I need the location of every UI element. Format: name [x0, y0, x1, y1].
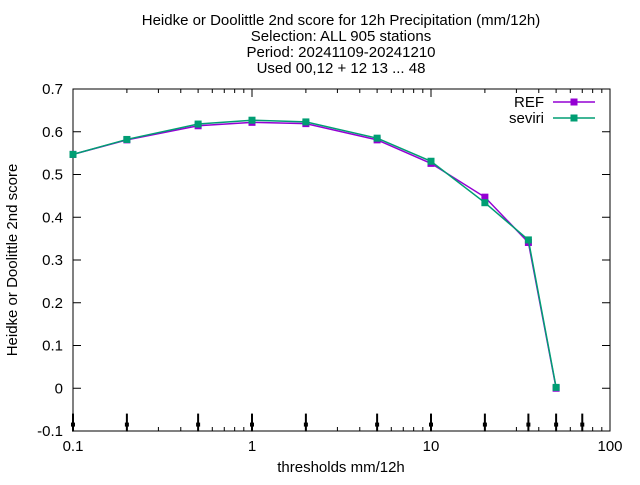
y-tick-label: 0.7: [42, 81, 63, 98]
plot-frame: [72, 88, 611, 432]
y-tick-label: -0.1: [37, 423, 63, 440]
data-point: [248, 116, 256, 124]
title-line: Used 00,12 + 12 13 ... 48: [257, 60, 426, 77]
legend-label: seviri: [509, 110, 544, 127]
x-tick-label: 100: [597, 438, 622, 455]
data-point: [524, 236, 532, 244]
threshold-markers: [71, 413, 585, 432]
threshold-marker-point: [124, 422, 129, 427]
series-ref: [69, 118, 560, 392]
title-line: Period: 20241109-20241210: [246, 44, 435, 61]
data-point: [481, 199, 489, 207]
y-tick-label: 0.1: [42, 338, 63, 355]
title-line: Selection: ALL 905 stations: [251, 28, 431, 45]
data-point: [427, 157, 435, 165]
data-point: [481, 193, 489, 201]
threshold-marker-point: [303, 422, 308, 427]
threshold-marker-point: [375, 422, 380, 427]
data-point: [69, 150, 77, 158]
series-seviri: [69, 116, 560, 391]
legend-label: REF: [514, 94, 544, 111]
threshold-marker-point: [580, 422, 585, 427]
series-line: [72, 121, 557, 389]
y-tick-label: 0.2: [42, 295, 63, 312]
chart-title: Heidke or Doolittle 2nd score for 12h Pr…: [142, 12, 541, 77]
data-point: [302, 118, 310, 126]
threshold-marker-point: [482, 422, 487, 427]
y-tick-label: 0.3: [42, 252, 63, 269]
data-point: [552, 383, 560, 391]
series-line: [72, 119, 557, 388]
y-axis-label: Heidke or Doolittle 2nd score: [4, 164, 21, 357]
threshold-marker-point: [196, 422, 201, 427]
y-tick-label: 0.5: [42, 167, 63, 184]
data-point: [373, 134, 381, 142]
y-tick-label: 0.4: [42, 209, 63, 226]
x-axis: 0.1 1 10 100: [63, 89, 623, 455]
threshold-marker-point: [250, 422, 254, 427]
y-tick-label: 0: [55, 380, 63, 397]
legend-swatch-point: [570, 114, 578, 122]
x-tick-label: 10: [423, 438, 440, 455]
series-layer: [69, 116, 560, 392]
x-axis-label: thresholds mm/12h: [277, 459, 405, 476]
title-line: Heidke or Doolittle 2nd score for 12h Pr…: [142, 12, 541, 29]
x-tick-label: 1: [248, 438, 256, 455]
threshold-marker-point: [554, 422, 559, 427]
threshold-marker-point: [429, 422, 433, 427]
y-tick-label: 0.6: [42, 124, 63, 141]
threshold-marker-point: [71, 422, 75, 427]
data-point: [194, 120, 202, 128]
threshold-marker-point: [526, 422, 531, 427]
y-axis: -0.1 0 0.1 0.2 0.3 0.4 0.5 0.6 0.7: [37, 81, 610, 440]
legend-swatch-point: [570, 98, 578, 106]
x-tick-label: 0.1: [63, 438, 84, 455]
data-point: [123, 135, 131, 143]
